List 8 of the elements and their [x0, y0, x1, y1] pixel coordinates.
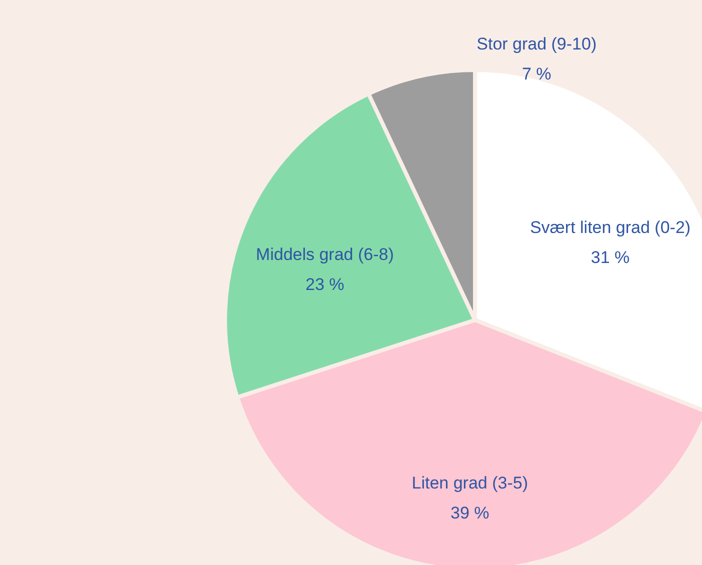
slice-label: Stor grad (9-10)	[476, 34, 597, 54]
slice-label: Middels grad (6-8)	[256, 245, 394, 264]
data-label: 7 %	[522, 64, 552, 84]
data-label: 31 %	[590, 248, 630, 268]
slice-label: Svært liten grad (0-2)	[530, 218, 691, 238]
data-label: 39 %	[450, 503, 490, 522]
slice-label: Liten grad (3-5)	[412, 473, 528, 492]
data-label: 23 %	[306, 275, 344, 294]
